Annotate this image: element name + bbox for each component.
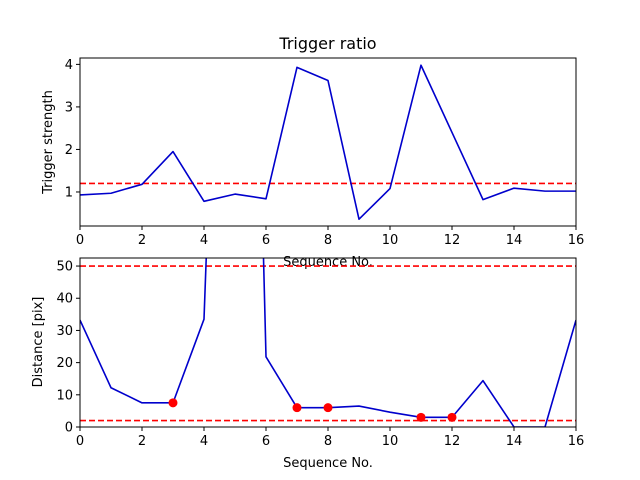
series-line-top-0 — [80, 64, 576, 220]
y-tick-label: 20 — [56, 356, 73, 371]
x-tick-label: 0 — [76, 434, 84, 449]
x-tick-label: 10 — [382, 434, 399, 449]
y-tick-label: 1 — [65, 185, 73, 200]
y-tick-label: 2 — [65, 143, 73, 158]
x-tick-label: 2 — [138, 434, 146, 449]
x-tick-label: 0 — [76, 233, 84, 248]
x-tick-label: 12 — [444, 434, 461, 449]
x-tick-label: 8 — [324, 434, 332, 449]
x-tick-label: 4 — [200, 233, 208, 248]
x-tick-label: 6 — [262, 233, 270, 248]
distance-plot: Sequence No. Distance [pix] 0 2 4 6 8 10 12 14 1… — [31, 257, 585, 471]
x-tick-label: 14 — [506, 233, 523, 248]
x-tick-label: 10 — [382, 233, 399, 248]
data-point-marker — [292, 403, 302, 413]
y-tick-label: 50 — [56, 260, 73, 275]
x-tick-label: 6 — [262, 434, 270, 449]
x-axis-label-top: Sequence No. — [283, 255, 373, 270]
y-tick-label: 40 — [56, 292, 73, 307]
x-tick-label: 14 — [506, 434, 523, 449]
y-tick-label: 4 — [65, 58, 73, 73]
y-axis-label-bottom: Distance [pix] — [31, 297, 46, 388]
x-tick-label: 8 — [324, 233, 332, 248]
data-point-marker — [416, 412, 426, 422]
series-line-bottom-0 — [80, 258, 576, 427]
x-tick-label: 16 — [568, 233, 585, 248]
data-point-marker — [168, 398, 178, 408]
chart-title: Trigger ratio — [278, 34, 376, 53]
y-tick-label: 10 — [56, 388, 73, 403]
plot-area-bottom — [80, 258, 576, 427]
x-tick-label: 2 — [138, 233, 146, 248]
y-tick-label: 30 — [56, 324, 73, 339]
x-tick-label: 12 — [444, 233, 461, 248]
plot-area-top — [80, 64, 576, 220]
data-point-marker — [447, 412, 457, 422]
x-tick-label: 16 — [568, 434, 585, 449]
y-axis-label-top: Trigger strength — [41, 90, 56, 195]
x-tick-label: 4 — [200, 434, 208, 449]
x-axis-label-bottom: Sequence No. — [283, 456, 373, 471]
y-tick-label: 3 — [65, 100, 73, 115]
y-tick-label: 0 — [65, 421, 73, 436]
trigger-ratio-plot: Trigger ratio Sequence No. Trigger stren… — [41, 34, 584, 270]
data-point-marker — [323, 403, 333, 413]
